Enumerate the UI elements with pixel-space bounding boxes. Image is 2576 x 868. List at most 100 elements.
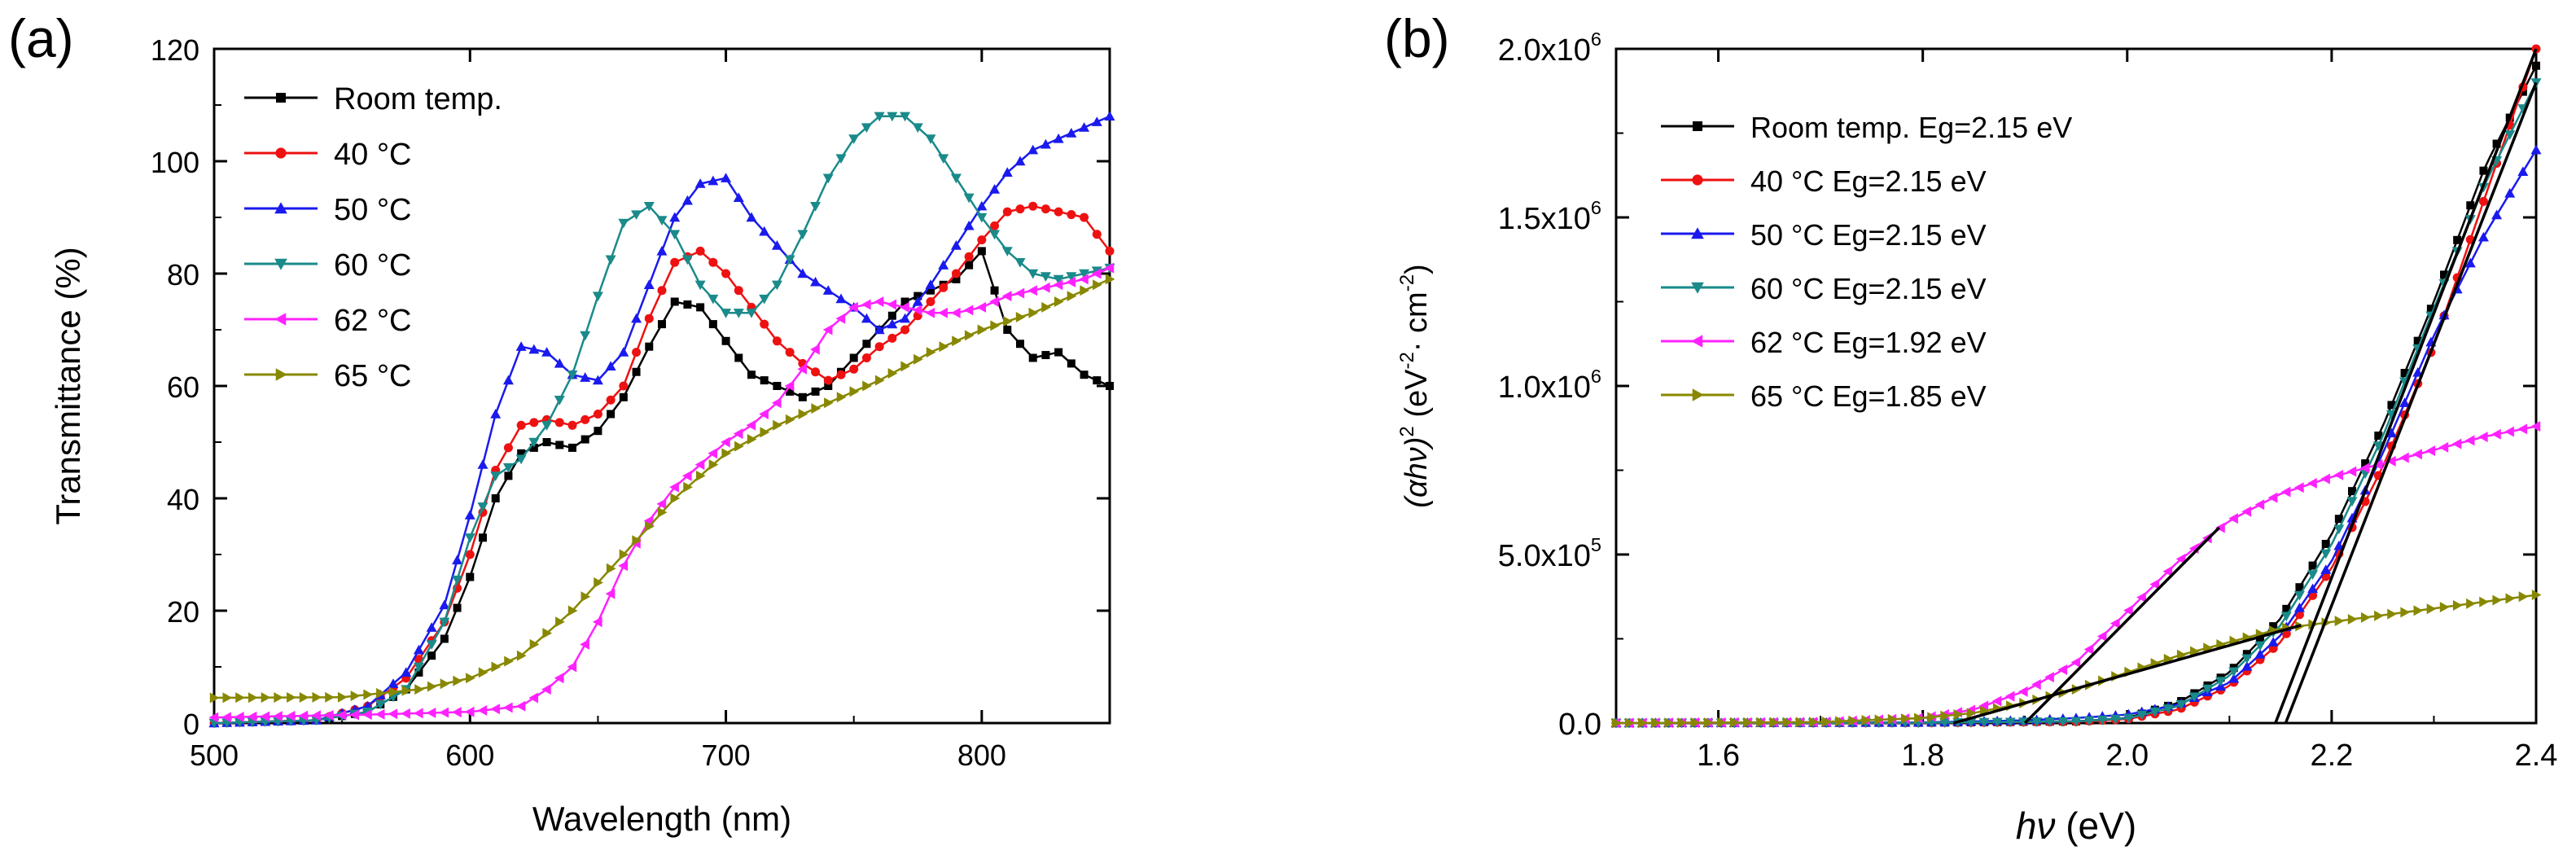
series-60-c bbox=[208, 112, 1115, 729]
data-point bbox=[2492, 594, 2503, 606]
data-point bbox=[1014, 156, 1026, 166]
data-point bbox=[2333, 469, 2344, 480]
data-point bbox=[413, 644, 424, 655]
data-point bbox=[2256, 636, 2264, 645]
chart-b-ylabel-units-mid: · cm bbox=[1400, 292, 1434, 352]
data-point bbox=[1822, 716, 1832, 727]
data-point bbox=[1953, 709, 1964, 721]
data-point bbox=[502, 375, 514, 385]
panel-a-label: (a) bbox=[8, 8, 74, 68]
data-point bbox=[1040, 272, 1051, 282]
data-point bbox=[1054, 207, 1063, 217]
data-point bbox=[2162, 566, 2173, 577]
data-point bbox=[477, 704, 488, 716]
data-point bbox=[555, 441, 564, 449]
data-point bbox=[952, 274, 961, 283]
data-point bbox=[2346, 466, 2357, 477]
data-point bbox=[2228, 667, 2240, 677]
data-point bbox=[861, 123, 872, 134]
data-point bbox=[786, 387, 795, 396]
data-point bbox=[440, 634, 449, 643]
legend-entry: 60 °C bbox=[244, 248, 411, 283]
data-point bbox=[567, 420, 577, 430]
legend-label: 50 °C Eg=2.15 eV bbox=[1750, 218, 1987, 252]
data-point bbox=[835, 293, 847, 304]
data-point bbox=[939, 283, 948, 292]
chart-b-xlabel-units: (eV) bbox=[2055, 804, 2136, 847]
data-point bbox=[592, 616, 602, 628]
chart-b-ylabel-units-sup2: -2 bbox=[1396, 274, 1418, 292]
data-point bbox=[2451, 438, 2462, 449]
data-point bbox=[439, 599, 450, 610]
data-point bbox=[1638, 717, 1648, 729]
data-point bbox=[1040, 138, 1051, 149]
data-point bbox=[887, 299, 897, 310]
data-point bbox=[721, 269, 731, 278]
data-point bbox=[2346, 497, 2358, 507]
data-point bbox=[1939, 718, 1951, 728]
data-point bbox=[2334, 616, 2345, 627]
data-point bbox=[2478, 196, 2488, 206]
data-point bbox=[695, 246, 705, 256]
data-point bbox=[606, 563, 616, 574]
data-point bbox=[261, 692, 271, 704]
data-point bbox=[2254, 641, 2266, 651]
chart-a: 500 600 700 800 0 20 40 60 80 100 120 Room temp. 40… bbox=[49, 33, 1115, 838]
data-point bbox=[861, 313, 872, 323]
chart-b-legend: Room temp. Eg=2.15 eV 40 °C Eg=2.15 eV 50 … bbox=[1661, 111, 2072, 413]
data-point bbox=[528, 692, 539, 704]
data-point bbox=[541, 684, 551, 695]
data-point bbox=[2162, 704, 2174, 714]
data-point bbox=[811, 403, 821, 414]
data-point bbox=[426, 640, 437, 650]
data-point bbox=[1940, 710, 1951, 721]
data-point bbox=[696, 303, 705, 312]
data-point bbox=[1027, 269, 1039, 279]
data-point bbox=[452, 707, 462, 718]
data-point bbox=[388, 708, 398, 720]
data-point bbox=[657, 506, 668, 518]
data-point bbox=[2136, 710, 2148, 721]
data-point bbox=[2321, 539, 2330, 548]
data-point bbox=[388, 686, 399, 698]
data-point bbox=[874, 324, 885, 335]
legend-label: 50 °C bbox=[334, 193, 411, 227]
data-point bbox=[1743, 717, 1753, 728]
legend-marker bbox=[1691, 282, 1704, 294]
data-point bbox=[502, 702, 513, 713]
data-point bbox=[567, 605, 578, 616]
data-point bbox=[2517, 166, 2529, 177]
data-point bbox=[1003, 316, 1013, 327]
data-point bbox=[990, 221, 1000, 230]
data-point bbox=[325, 691, 335, 703]
data-point bbox=[669, 230, 681, 240]
data-point bbox=[2254, 499, 2265, 511]
data-point bbox=[1028, 201, 1038, 211]
data-point bbox=[2387, 608, 2397, 620]
data-point bbox=[401, 685, 412, 696]
data-point bbox=[2293, 603, 2305, 612]
data-point bbox=[862, 340, 871, 349]
data-point bbox=[746, 309, 757, 318]
data-point bbox=[2400, 369, 2409, 378]
chart-b-fit-lines bbox=[1952, 48, 2538, 725]
legend-marker bbox=[276, 93, 286, 103]
data-point bbox=[567, 661, 577, 673]
y-tick-label-base: 2.0x10 bbox=[1498, 33, 1591, 68]
data-point bbox=[2242, 650, 2251, 659]
data-point bbox=[862, 380, 872, 392]
data-point bbox=[681, 255, 693, 265]
data-point bbox=[311, 710, 321, 721]
legend-marker bbox=[275, 368, 287, 381]
data-point bbox=[2372, 459, 2383, 471]
data-point bbox=[2267, 492, 2278, 503]
legend-entry: 65 °C bbox=[244, 359, 411, 393]
data-point bbox=[1887, 713, 1898, 725]
data-point bbox=[1795, 717, 1806, 728]
data-point bbox=[2387, 401, 2396, 410]
data-point bbox=[516, 420, 526, 430]
data-point bbox=[2267, 637, 2279, 647]
data-point bbox=[773, 382, 782, 390]
legend-label: Room temp. Eg=2.15 eV bbox=[1750, 111, 2072, 144]
data-point bbox=[1091, 116, 1102, 126]
